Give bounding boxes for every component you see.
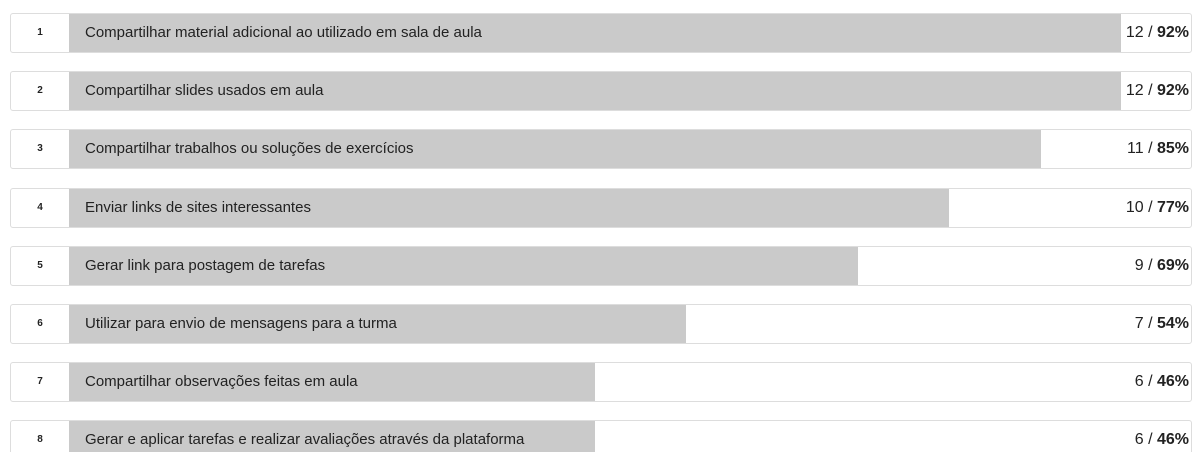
percent: 92%: [1156, 24, 1189, 41]
rank: 4: [37, 201, 43, 213]
percent: 77%: [1156, 198, 1189, 216]
result-row: 8 Gerar e aplicar tarefas e realizar aval…: [10, 420, 1192, 452]
separator: /: [1148, 373, 1153, 391]
option-label: Utilizar para envio de mensagens para a …: [85, 315, 397, 332]
result-row: 5 Gerar link para postagem de tarefas 9 / …: [10, 245, 1192, 286]
rank: 2: [37, 85, 43, 97]
result-value: 10 / 77%: [1126, 189, 1189, 227]
rank: 8: [37, 434, 43, 446]
count: 7: [1134, 315, 1144, 332]
count: 6: [1134, 431, 1144, 449]
result-value: 12 / 92%: [1126, 14, 1189, 52]
separator: /: [1148, 256, 1153, 274]
result-value: 11 / 85%: [1127, 130, 1189, 168]
separator: /: [1148, 315, 1153, 332]
bar: [69, 246, 858, 285]
result-row: 3 Compartilhar trabalhos ou soluções de e…: [10, 129, 1192, 170]
option-label: Compartilhar slides usados em aula: [85, 82, 324, 100]
percent: 54%: [1156, 315, 1189, 332]
percent: 92%: [1156, 82, 1189, 100]
option-label: Compartilhar material adicional ao utili…: [85, 24, 482, 41]
rank: 6: [37, 318, 43, 329]
bar: [69, 363, 595, 402]
bar: [69, 130, 1041, 169]
option-label: Compartilhar observações feitas em aula: [85, 373, 358, 391]
result-row: 6 Utilizar para envio de mensagens para a…: [10, 304, 1192, 344]
rank: 3: [37, 143, 43, 155]
option-label: Enviar links de sites interessantes: [85, 198, 311, 216]
separator: /: [1148, 24, 1153, 41]
bar: [69, 421, 595, 452]
count: 12: [1125, 82, 1144, 100]
count: 10: [1125, 198, 1144, 216]
bar: [69, 305, 687, 343]
separator: /: [1148, 431, 1153, 449]
percent: 85%: [1156, 140, 1189, 158]
bar: [69, 14, 1121, 52]
separator: /: [1148, 198, 1153, 216]
result-row: 4 Enviar links de sites interessantes 10 /…: [10, 187, 1192, 228]
rank: 7: [37, 376, 43, 388]
bar: [69, 188, 950, 227]
option-label: Compartilhar trabalhos ou soluções de ex…: [85, 140, 414, 158]
rank: 5: [37, 259, 43, 271]
bar: [69, 72, 1121, 111]
result-value: 7 / 54%: [1135, 305, 1189, 343]
result-value: 9 / 69%: [1135, 247, 1189, 285]
percent: 69%: [1156, 256, 1189, 274]
count: 9: [1134, 256, 1144, 274]
result-value: 12 / 92%: [1126, 72, 1189, 110]
result-row: 7 Compartilhar observações feitas em aula…: [10, 362, 1192, 403]
percent: 46%: [1156, 431, 1189, 449]
separator: /: [1148, 82, 1153, 100]
result-value: 6 / 46%: [1135, 363, 1189, 401]
result-row: 1 Compartilhar material adicional ao util…: [10, 13, 1192, 53]
rank: 1: [37, 27, 43, 38]
separator: /: [1148, 140, 1153, 158]
count: 11: [1127, 140, 1144, 158]
count: 6: [1134, 373, 1144, 391]
count: 12: [1125, 24, 1144, 41]
percent: 46%: [1156, 373, 1189, 391]
option-label: Gerar link para postagem de tarefas: [85, 256, 326, 274]
result-row: 2 Compartilhar slides usados em aula 12 / …: [10, 71, 1192, 112]
option-label: Gerar e aplicar tarefas e realizar avali…: [85, 431, 525, 449]
result-value: 6 / 46%: [1135, 421, 1189, 452]
